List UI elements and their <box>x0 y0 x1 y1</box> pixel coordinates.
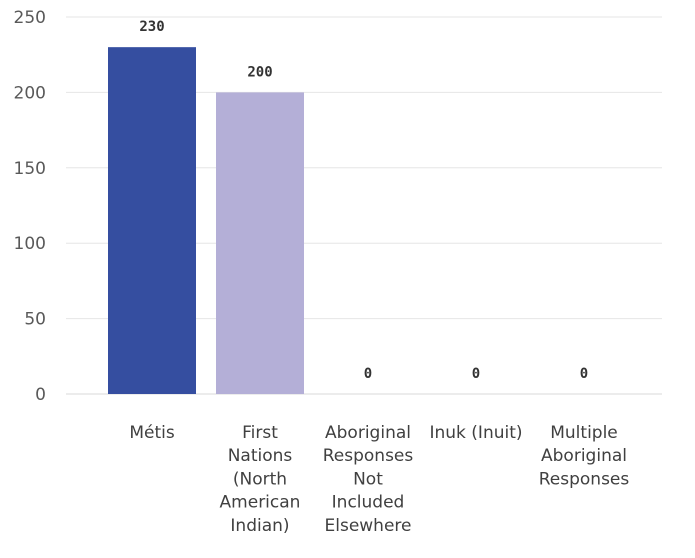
y-tick-label: 200 <box>14 83 46 103</box>
category-label: Multiple Aboriginal Responses <box>539 423 630 489</box>
category-label-line: Multiple <box>550 423 618 443</box>
category-label-line: Inuk (Inuit) <box>429 423 522 443</box>
category-label-line: Elsewhere <box>325 516 412 536</box>
category-label: Aboriginal Responses Not Included Elsewhere <box>323 423 414 536</box>
category-label-line: Nations <box>228 446 293 466</box>
category-label-line: Métis <box>129 423 175 443</box>
data-label: 0 <box>580 366 588 382</box>
category-label-line: Aboriginal <box>541 446 627 466</box>
y-axis-ticks: 0 50 100 150 200 250 <box>14 8 46 405</box>
y-tick-label: 150 <box>14 159 46 179</box>
category-label-line: Indian) <box>230 516 289 536</box>
category-label: First Nations (North American Indian) <box>220 423 301 536</box>
category-label-line: American <box>220 493 301 513</box>
y-tick-label: 0 <box>35 385 46 405</box>
x-axis-categories: Métis First Nations (North American Indian) Ab… <box>129 423 629 536</box>
data-label: 230 <box>139 19 164 35</box>
data-label: 0 <box>364 366 372 382</box>
category-label: Inuk (Inuit) <box>429 423 522 443</box>
category-label-line: Responses <box>323 446 414 466</box>
category-label-line: Aboriginal <box>325 423 411 443</box>
category-label: Métis <box>129 423 175 443</box>
data-label: 0 <box>472 366 480 382</box>
category-label-line: First <box>242 423 278 443</box>
y-tick-label: 250 <box>14 8 46 28</box>
bars <box>108 47 304 395</box>
category-label-line: Included <box>332 493 405 513</box>
y-tick-label: 50 <box>24 310 46 330</box>
category-label-line: Not <box>353 469 383 489</box>
bar <box>108 47 196 394</box>
data-label: 200 <box>247 64 272 80</box>
data-labels: 230 200 0 0 0 <box>139 19 588 382</box>
bar <box>216 92 304 395</box>
category-label-line: Responses <box>539 469 630 489</box>
y-tick-label: 100 <box>14 234 46 254</box>
category-label-line: (North <box>233 469 287 489</box>
